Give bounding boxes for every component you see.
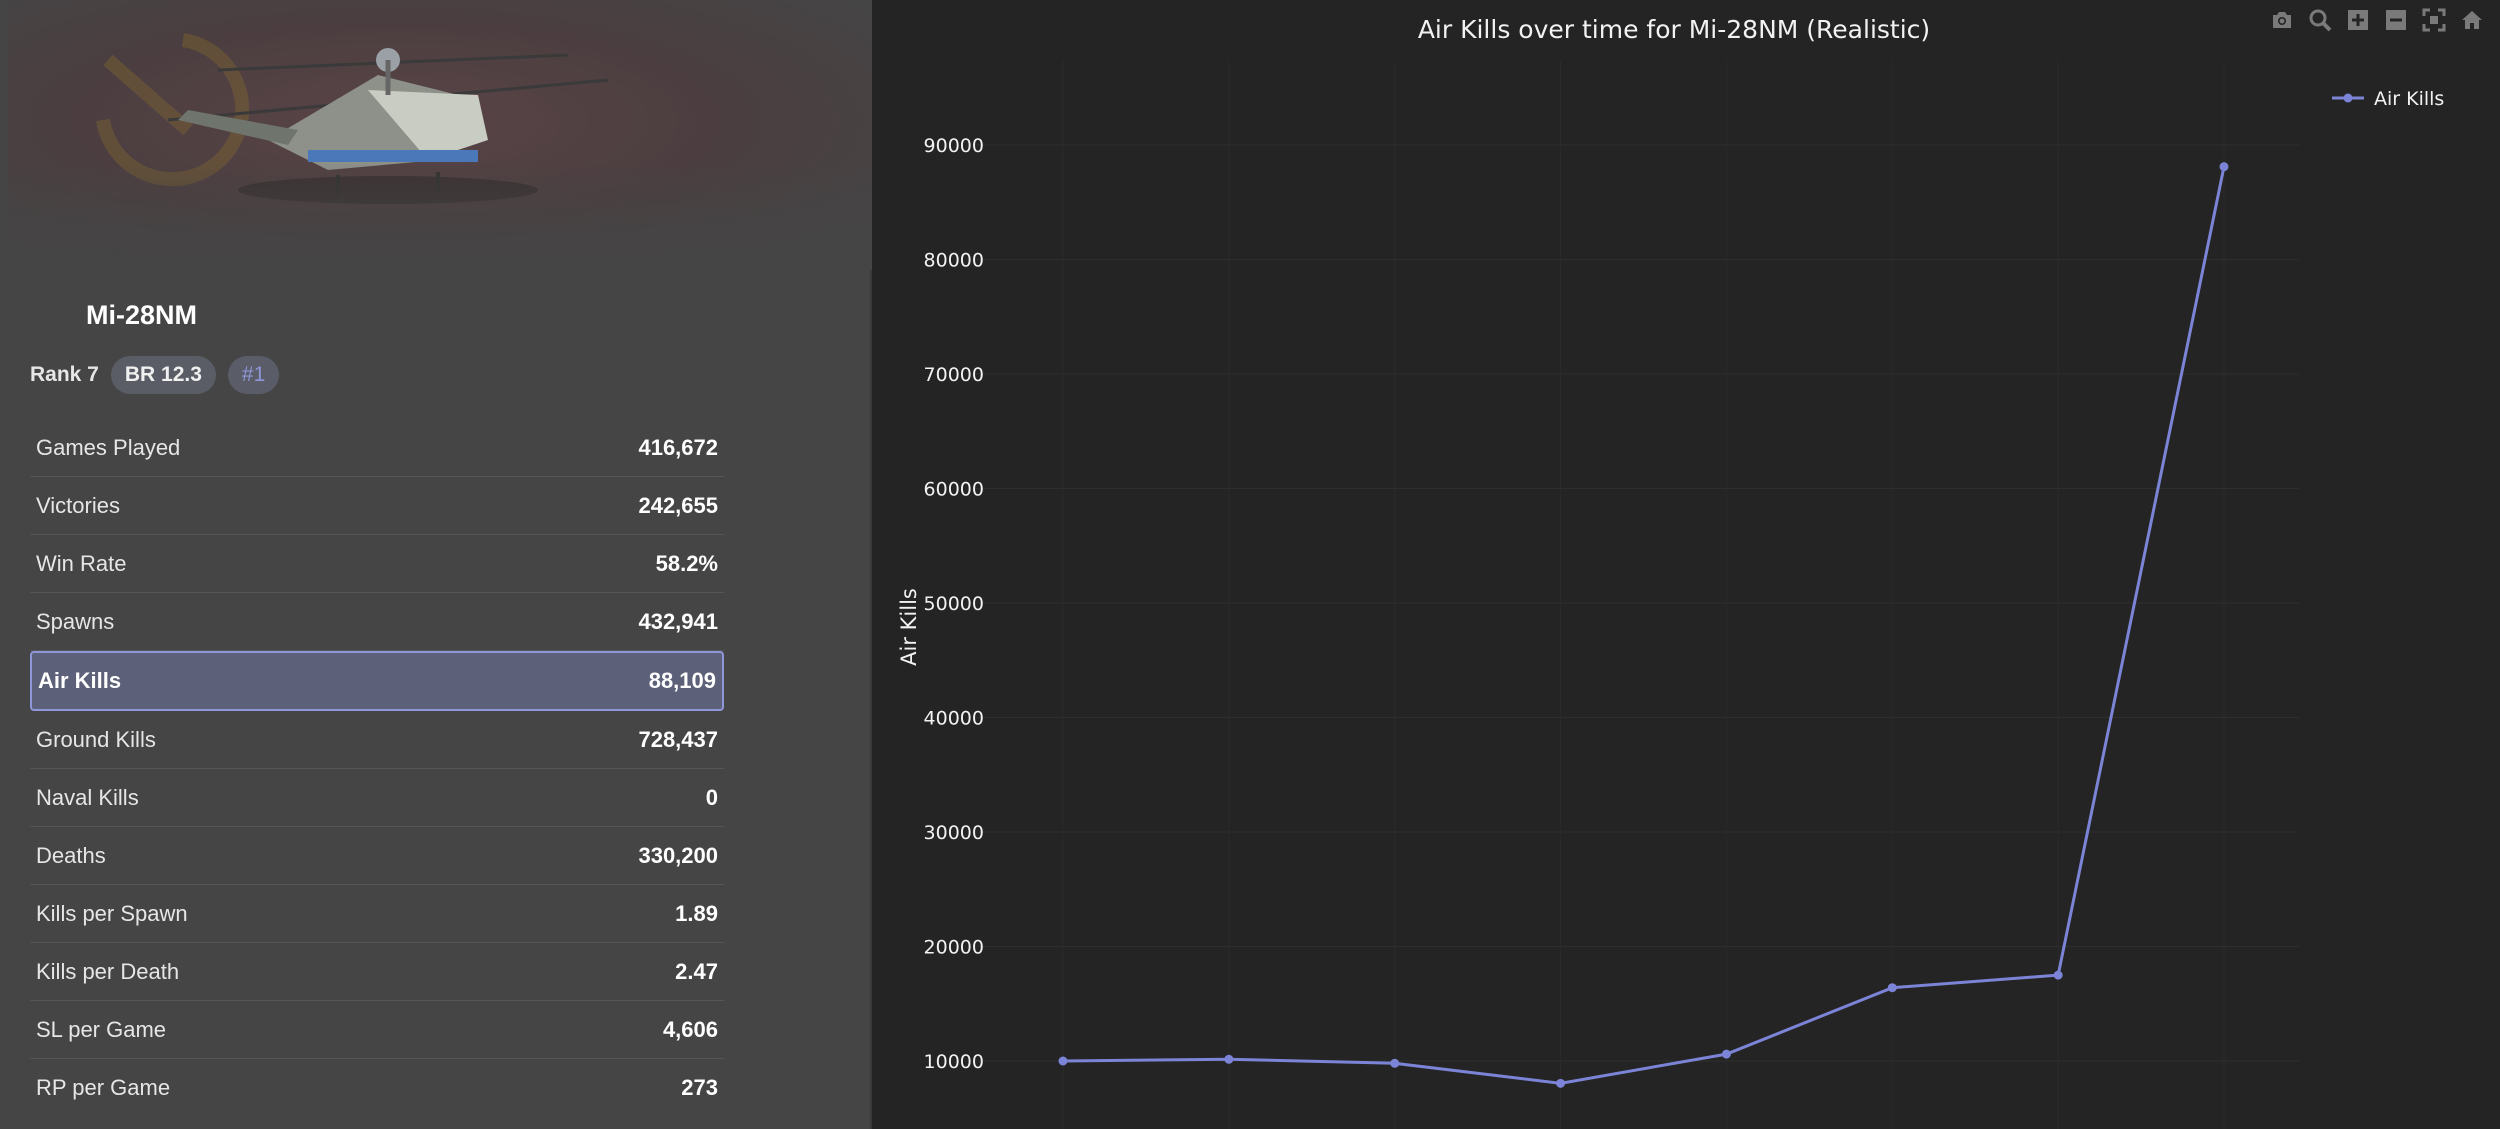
stat-value: 0 bbox=[705, 784, 718, 810]
y-tick-labels: 10000 20000 30000 40000 50000 60000 70000 80000… bbox=[924, 135, 984, 1073]
br-badge: BR 12.3 bbox=[110, 356, 216, 394]
stat-value: 242,655 bbox=[638, 492, 718, 518]
stat-row-games-played[interactable]: Games Played 416,672 bbox=[30, 419, 724, 477]
stat-value: 88,109 bbox=[648, 668, 716, 693]
stat-row-naval-kills[interactable]: Naval Kills 0 bbox=[30, 769, 724, 827]
y-axis-label: Air Kills bbox=[897, 588, 921, 666]
chart-modebar bbox=[2270, 8, 2484, 32]
stat-label: Ground Kills bbox=[36, 726, 156, 752]
position-badge: #1 bbox=[227, 356, 280, 394]
chart-title: Air Kills over time for Mi-28NM (Realist… bbox=[1418, 15, 1930, 44]
stat-value: 2.47 bbox=[675, 958, 718, 984]
stat-value: 330,200 bbox=[638, 842, 718, 868]
stat-row-ground-kills[interactable]: Ground Kills 728,437 bbox=[30, 711, 724, 769]
stat-row-deaths[interactable]: Deaths 330,200 bbox=[30, 827, 724, 885]
stat-value: 728,437 bbox=[638, 726, 718, 752]
stat-label: Spawns bbox=[36, 608, 115, 634]
grid-lines bbox=[974, 60, 2299, 1129]
stat-row-sl-per-game[interactable]: SL per Game 4,606 bbox=[30, 1001, 724, 1059]
stat-row-spawns[interactable]: Spawns 432,941 bbox=[30, 593, 724, 651]
legend-label: Air Kills bbox=[2374, 88, 2444, 110]
stat-label: Win Rate bbox=[36, 550, 127, 576]
stat-value: 1.89 bbox=[675, 900, 718, 926]
y-tick-label: 80000 bbox=[924, 250, 984, 272]
stat-row-kills-per-death[interactable]: Kills per Death 2.47 bbox=[30, 943, 724, 1001]
stat-row-air-kills[interactable]: Air Kills 88,109 bbox=[30, 651, 724, 711]
stat-label: Deaths bbox=[36, 842, 106, 868]
stat-value: 416,672 bbox=[638, 434, 718, 460]
series-air-kills[interactable] bbox=[1058, 162, 2229, 1088]
stat-label: RP per Game bbox=[36, 1075, 171, 1100]
autoscale-icon[interactable] bbox=[2422, 8, 2446, 32]
stat-label: Air Kills bbox=[38, 668, 122, 693]
y-tick-label: 30000 bbox=[924, 822, 984, 844]
data-point[interactable] bbox=[1887, 983, 1897, 993]
series-line[interactable] bbox=[1062, 166, 2226, 1085]
stat-label: Games Played bbox=[36, 434, 181, 460]
stat-value: 4,606 bbox=[662, 1016, 718, 1042]
y-tick-label: 20000 bbox=[924, 937, 984, 959]
vehicle-badges: Rank 7 BR 12.3 #1 bbox=[30, 356, 280, 394]
rank-label: Rank 7 bbox=[30, 363, 99, 386]
stat-label: Naval Kills bbox=[36, 784, 139, 810]
zoom-out-icon[interactable] bbox=[2384, 8, 2408, 32]
stat-row-kills-per-spawn[interactable]: Kills per Spawn 1.89 bbox=[30, 885, 724, 943]
y-tick-label: 90000 bbox=[924, 135, 984, 157]
vehicle-panel: Mi-28NM Rank 7 BR 12.3 #1 Games Played 4… bbox=[0, 0, 872, 1129]
data-point[interactable] bbox=[1058, 1056, 1068, 1066]
y-tick-label: 60000 bbox=[924, 479, 984, 501]
stat-label: SL per Game bbox=[36, 1016, 167, 1042]
camera-icon[interactable] bbox=[2270, 8, 2294, 32]
stat-label: Kills per Spawn bbox=[36, 900, 188, 926]
stat-label: Victories bbox=[36, 492, 120, 518]
stat-value: 273 bbox=[681, 1075, 718, 1100]
stat-label: Kills per Death bbox=[36, 958, 180, 984]
vehicle-image bbox=[8, 0, 872, 270]
y-tick-label: 40000 bbox=[924, 708, 984, 730]
data-point[interactable] bbox=[1390, 1058, 1400, 1068]
y-tick-label: 10000 bbox=[924, 1051, 984, 1073]
legend-marker bbox=[2343, 93, 2353, 103]
data-point[interactable] bbox=[2219, 162, 2229, 172]
legend[interactable]: Air Kills bbox=[2332, 88, 2444, 110]
y-tick-label: 70000 bbox=[924, 364, 984, 386]
line-chart[interactable]: Air Kills over time for Mi-28NM (Realist… bbox=[874, 0, 2500, 1129]
home-icon[interactable] bbox=[2460, 8, 2484, 32]
data-point[interactable] bbox=[2053, 970, 2063, 980]
chart-area[interactable]: Air Kills over time for Mi-28NM (Realist… bbox=[874, 0, 2500, 1129]
data-point[interactable] bbox=[1224, 1054, 1234, 1064]
zoom-in-icon[interactable] bbox=[2346, 8, 2370, 32]
data-point[interactable] bbox=[1721, 1049, 1731, 1059]
zoom-icon[interactable] bbox=[2308, 8, 2332, 32]
stat-value: 432,941 bbox=[638, 608, 718, 634]
stat-row-victories[interactable]: Victories 242,655 bbox=[30, 477, 724, 535]
stat-row-rp-per-game[interactable]: RP per Game 273 bbox=[30, 1059, 724, 1117]
vehicle-name: Mi-28NM bbox=[86, 300, 198, 330]
stats-table: Games Played 416,672 Victories 242,655 W… bbox=[30, 419, 724, 1117]
stat-value: 58.2% bbox=[655, 550, 718, 576]
data-point[interactable] bbox=[1556, 1078, 1566, 1088]
stat-row-win-rate[interactable]: Win Rate 58.2% bbox=[30, 535, 724, 593]
y-tick-label: 50000 bbox=[924, 593, 984, 615]
